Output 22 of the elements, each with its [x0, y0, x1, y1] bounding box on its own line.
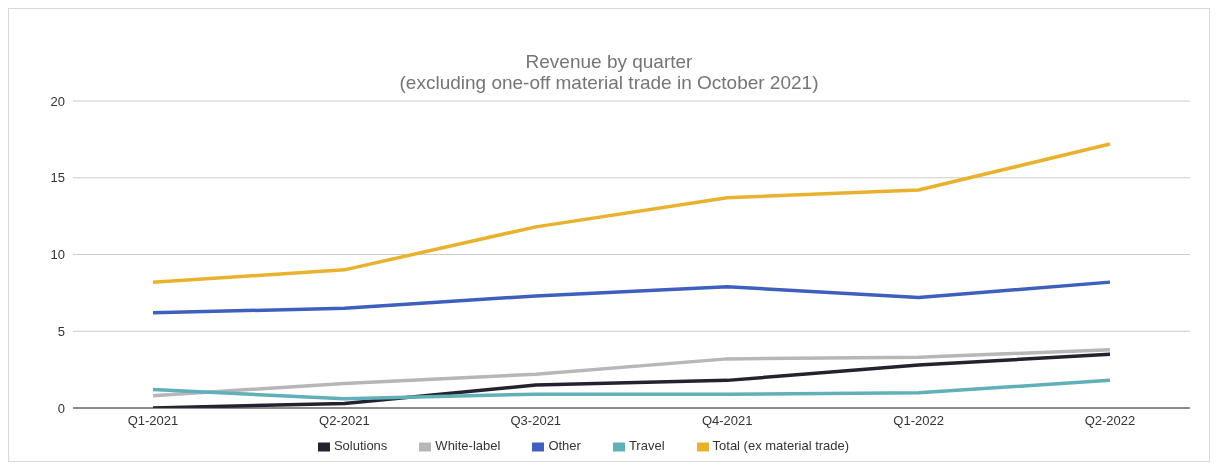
chart-title: Revenue by quarter (excluding one-off material trade in October 2021) — [398, 51, 820, 93]
y-tick-label: 15 — [50, 170, 65, 186]
legend-label: Solutions — [333, 438, 388, 453]
x-tick-label: Q1-2021 — [127, 413, 179, 429]
y-tick-label: 20 — [50, 93, 65, 109]
x-tick-label: Q2-2022 — [1084, 413, 1136, 429]
line-series — [151, 142, 1112, 284]
x-tick-label: Q4-2021 — [701, 413, 753, 429]
x-tick-label: Q3-2021 — [510, 413, 562, 429]
y-tick-label: 10 — [50, 247, 65, 263]
legend-label: Total (ex material trade) — [712, 438, 850, 453]
legend-label: Other — [548, 438, 581, 453]
legend-label: Travel — [628, 438, 665, 453]
y-tick-label: 0 — [57, 400, 65, 416]
line-series — [151, 347, 1112, 398]
x-tick-label: Q2-2021 — [319, 413, 370, 429]
y-tick-label: 5 — [57, 323, 65, 339]
line-series — [151, 280, 1112, 315]
legend-label: White-label — [435, 438, 501, 453]
line-series — [151, 378, 1112, 401]
x-tick-label: Q1-2022 — [893, 413, 944, 429]
line-series — [151, 352, 1112, 408]
